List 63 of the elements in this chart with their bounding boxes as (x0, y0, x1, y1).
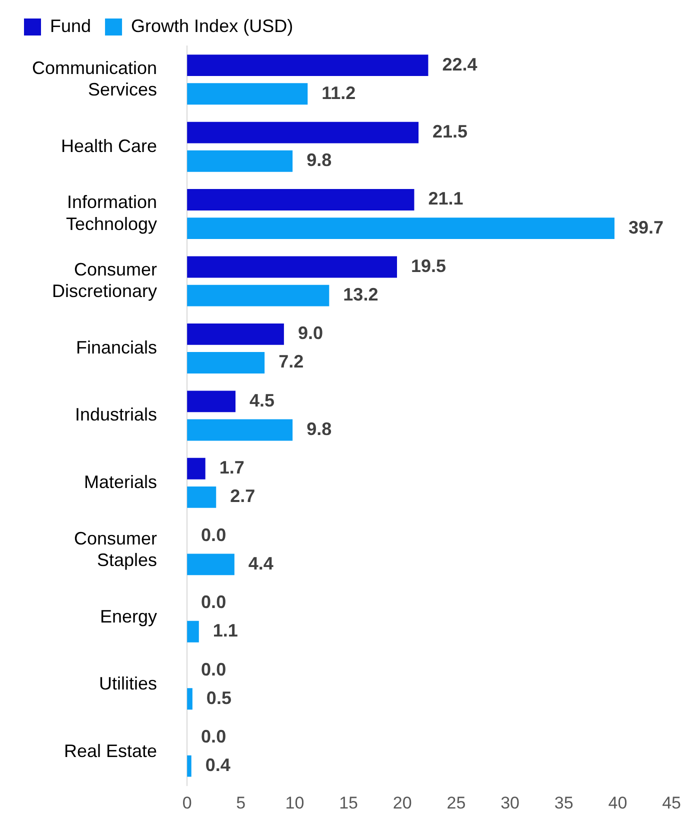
data-label: 39.7 (628, 217, 664, 238)
y-tick-label: Consumer Staples (74, 528, 158, 570)
bar (187, 122, 419, 144)
y-tick-label: Utilities (99, 674, 158, 694)
bar (187, 284, 330, 306)
y-tick-label: Energy (100, 606, 158, 626)
x-tick-label: 0 (182, 793, 192, 812)
bar (187, 352, 265, 374)
x-tick-label: 10 (285, 793, 304, 812)
data-label: 0.5 (206, 688, 232, 708)
y-tick-label: Communication Services (32, 58, 158, 100)
bar (187, 256, 397, 278)
bar (187, 486, 216, 508)
y-tick-label: Information Technology (66, 192, 158, 234)
bar (187, 150, 293, 172)
bar (187, 554, 234, 576)
legend-label: Growth Index (USD) (131, 16, 294, 36)
bar (187, 458, 206, 480)
x-tick-label: 40 (608, 793, 628, 812)
bar (187, 83, 308, 105)
data-label: 9.8 (306, 150, 332, 170)
data-label: 1.1 (212, 620, 238, 641)
data-label: 11.2 (322, 82, 356, 103)
data-label: 13.2 (343, 284, 378, 305)
data-label: 0.0 (201, 524, 226, 545)
data-label: 4.5 (250, 390, 275, 410)
bar (187, 218, 614, 240)
data-label: 9.0 (298, 323, 323, 344)
y-tick-label: Industrials (75, 404, 158, 425)
bar (187, 419, 293, 441)
data-label: 4.4 (248, 553, 274, 574)
data-label: 1.7 (219, 458, 244, 478)
y-tick-label: Financials (76, 337, 158, 358)
data-label: 2.7 (230, 486, 256, 506)
x-tick-label: 5 (236, 793, 246, 812)
bar (187, 189, 414, 210)
bar (187, 620, 199, 642)
bar (187, 323, 284, 345)
bar (187, 390, 236, 412)
y-tick-label: Real Estate (64, 740, 158, 761)
y-tick-label: Health Care (61, 136, 158, 156)
data-label: 21.5 (432, 122, 468, 142)
x-tick-label: 25 (446, 793, 466, 812)
data-label: 0.0 (201, 726, 226, 746)
x-tick-label: 30 (500, 793, 520, 812)
data-label: 0.4 (205, 755, 230, 776)
y-tick-label: Consumer Discretionary (52, 259, 158, 302)
bar (187, 755, 192, 777)
bar (187, 688, 192, 710)
bar (187, 54, 428, 76)
x-tick-label: 45 (662, 793, 682, 812)
legend-label: Fund (50, 16, 92, 36)
data-label: 21.1 (428, 188, 464, 209)
data-label: 19.5 (411, 256, 446, 276)
y-tick-label: Materials (84, 472, 158, 492)
data-label: 9.8 (306, 418, 332, 439)
data-label: 0.0 (201, 592, 226, 612)
data-label: 22.4 (442, 54, 478, 74)
x-tick-label: 20 (392, 793, 412, 812)
data-label: 7.2 (278, 352, 304, 372)
x-tick-label: 15 (339, 793, 358, 812)
data-label: 0.0 (201, 659, 226, 680)
x-tick-label: 35 (554, 793, 574, 812)
